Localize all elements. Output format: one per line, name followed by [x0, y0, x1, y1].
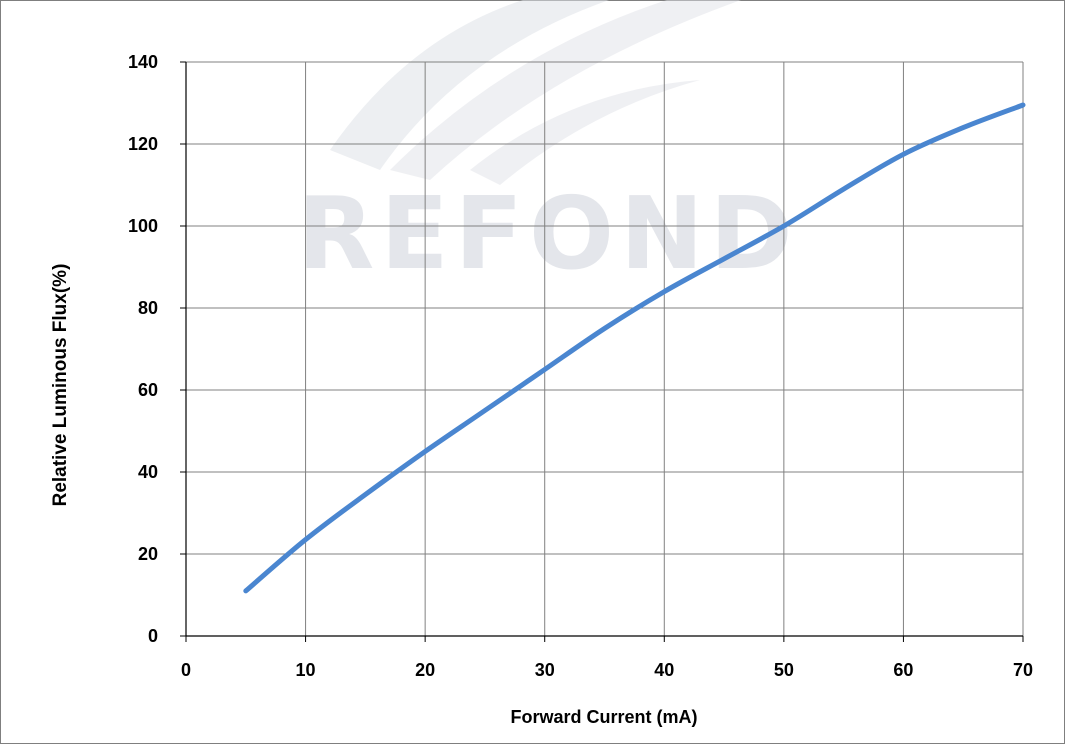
x-tick-label: 10 — [296, 660, 316, 680]
grid — [186, 61, 1024, 636]
watermark-swoosh-3 — [470, 80, 700, 185]
y-tick-label: 40 — [138, 462, 158, 482]
y-tick-label: 60 — [138, 380, 158, 400]
axes — [180, 61, 1024, 642]
x-tick-label: 70 — [1013, 660, 1033, 680]
watermark-swoosh-2 — [390, 0, 742, 180]
y-axis-title: Relative Luminous Flux(%) — [50, 264, 71, 507]
x-tick-label: 50 — [774, 660, 794, 680]
x-tick-labels: 0 10 20 30 40 50 60 70 — [181, 660, 1033, 680]
y-tick-label: 120 — [128, 134, 158, 154]
y-tick-label: 140 — [128, 52, 158, 72]
x-tick-label: 0 — [181, 660, 191, 680]
y-tick-label: 0 — [148, 626, 158, 646]
y-tick-label: 20 — [138, 544, 158, 564]
y-tick-labels: 0 20 40 60 80 100 120 140 — [128, 52, 158, 646]
x-tick-label: 30 — [535, 660, 555, 680]
x-tick-label: 20 — [415, 660, 435, 680]
x-tick-label: 40 — [654, 660, 674, 680]
watermark-swoosh-1 — [330, 0, 610, 170]
series-group — [243, 102, 1026, 594]
x-tick-label: 60 — [893, 660, 913, 680]
y-tick-label: 80 — [138, 298, 158, 318]
y-tick-label: 100 — [128, 216, 158, 236]
watermark-text: REFOND — [297, 175, 798, 292]
series-line — [243, 102, 1026, 594]
x-axis-title: Forward Current (mA) — [510, 707, 697, 727]
